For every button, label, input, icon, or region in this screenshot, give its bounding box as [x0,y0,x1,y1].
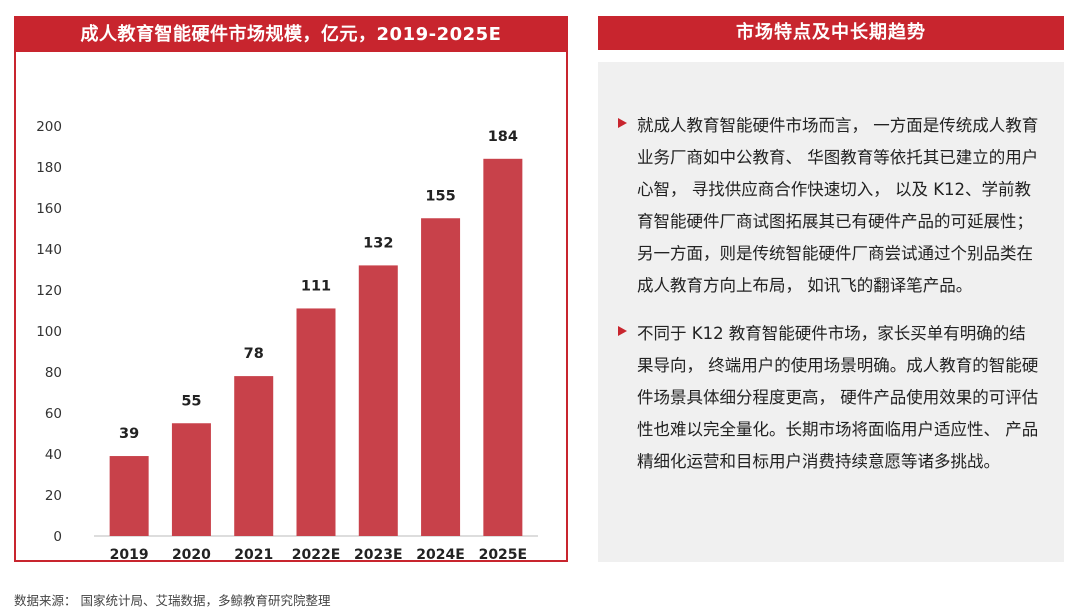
x-axis-ticks: 2019 2020 2021 2022E 2023E 2024E 2025E [110,547,527,560]
bullet-text: 不同于 K12 教育智能硬件市场，家长买单有明确的结果导向， 终端用户的使用场景… [637,324,1039,471]
x-tick-label-2025E: 2025E [479,547,528,560]
value-label-2023E: 132 [363,235,393,251]
x-tick-label-2020: 2020 [172,547,211,560]
data-labels: 39 55 78 111 132 155 184 [119,129,518,442]
bar-2021 [234,376,274,536]
triangle-bullet-icon [618,118,627,128]
value-label-2025E: 184 [488,129,518,145]
bullet-item: 不同于 K12 教育智能硬件市场，家长买单有明确的结果导向， 终端用户的使用场景… [618,318,1042,478]
y-tick-label: 160 [36,201,62,217]
bar-2020 [171,423,211,536]
value-label-2019: 39 [119,426,139,442]
x-tick-label-2024E: 2024E [416,547,465,560]
bar-2024E [421,218,461,536]
y-axis-ticks: 0 20 40 60 80 100 120 140 160 180 200 [36,119,62,545]
bar-2025E [483,158,523,537]
y-tick-label: 80 [45,365,62,381]
bar-2023E [358,265,398,536]
y-tick-label: 0 [53,529,62,545]
value-label-2021: 78 [244,346,264,362]
y-tick-label: 20 [45,488,62,504]
x-tick-label-2022E: 2022E [292,547,341,560]
trends-title: 市场特点及中长期趋势 [598,16,1064,50]
y-tick-label: 40 [45,447,62,463]
data-source-note: 数据来源： 国家统计局、艾瑞数据，多鲸教育研究院整理 [14,593,331,608]
y-tick-label: 60 [45,406,62,422]
value-label-2022E: 111 [301,278,331,294]
chart-panel: 成人教育智能硬件市场规模，亿元，2019-2025E 0 20 40 60 80 100 1… [14,16,568,562]
y-tick-label: 200 [36,119,62,135]
y-tick-label: 140 [36,242,62,258]
x-tick-label-2021: 2021 [234,547,273,560]
bar-2019 [109,456,149,536]
triangle-bullet-icon [618,326,627,336]
y-tick-label: 120 [36,283,62,299]
bullet-item: 就成人教育智能硬件市场而言， 一方面是传统成人教育业务厂商如中公教育、 华图教育… [618,110,1042,302]
trends-panel: 市场特点及中长期趋势 就成人教育智能硬件市场而言， 一方面是传统成人教育业务厂商… [598,16,1064,562]
bars [109,158,523,537]
chart-title: 成人教育智能硬件市场规模，亿元，2019-2025E [16,18,566,52]
trends-body: 就成人教育智能硬件市场而言， 一方面是传统成人教育业务厂商如中公教育、 华图教育… [598,62,1064,562]
bar-chart: 0 20 40 60 80 100 120 140 160 180 200 39 55 78 111 132… [36,119,538,560]
x-tick-label-2019: 2019 [110,547,149,560]
value-label-2024E: 155 [425,188,455,204]
y-tick-label: 100 [36,324,62,340]
value-label-2020: 55 [181,393,201,409]
x-tick-label-2023E: 2023E [354,547,403,560]
y-tick-label: 180 [36,160,62,176]
bar-2022E [296,308,336,536]
bullet-text: 就成人教育智能硬件市场而言， 一方面是传统成人教育业务厂商如中公教育、 华图教育… [637,116,1039,295]
